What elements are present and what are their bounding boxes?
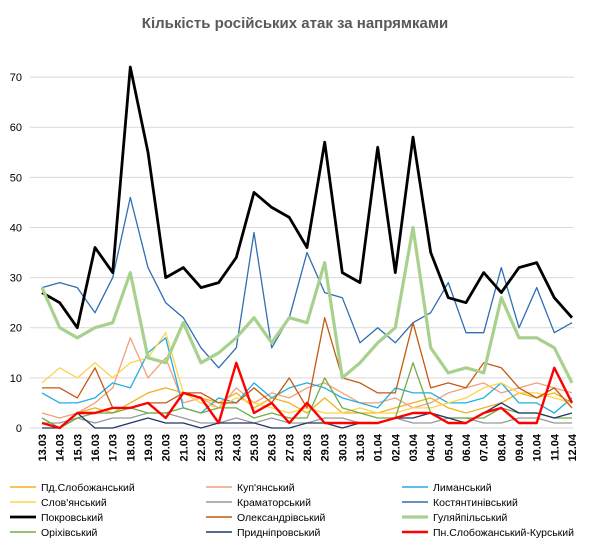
legend-item: Слов'янський [10,497,107,509]
x-tick-label: 21.03 [178,434,190,462]
legend: Пд.Слобожанський Куп'янський Лиманський Сло… [10,482,574,539]
series-line-7 [41,65,574,330]
x-tick-label: 06.04 [461,433,473,461]
legend-item: Олександрівський [206,512,326,524]
series-line-4 [41,332,573,414]
y-tick-label: 20 [10,323,22,335]
x-tick-label: 17.03 [108,434,120,462]
x-tick-label: 23.03 [214,434,226,462]
y-tick-label: 50 [10,172,22,184]
x-tick-label: 03.04 [408,433,420,461]
y-tick-label: 30 [10,273,22,285]
x-tick-label: 12.04 [567,433,579,461]
legend-label: Краматорський [237,497,311,509]
x-tick-label: 15.03 [72,434,84,462]
legend-item: Пн.Слобожанський-Курський [402,527,574,539]
legend-label: Покровський [41,512,103,524]
legend-label: Оріхівський [41,527,98,539]
x-tick-label: 31.03 [355,434,367,462]
legend-item: Оріхівський [10,527,98,539]
legend-label: Костянтинівський [433,497,518,509]
legend-label: Пд.Слобожанський [41,482,135,494]
x-tick-label: 11.04 [549,433,561,461]
x-tick-label: 13.03 [37,434,49,462]
gridlines [30,76,574,429]
x-tick-label: 10.04 [532,433,544,461]
y-tick-label: 60 [10,122,22,134]
y-tick-label: 70 [10,72,22,84]
x-tick-label: 28.03 [302,434,314,462]
x-tick-label: 30.03 [337,434,349,462]
legend-item: Придніпровський [206,527,321,539]
x-tick-label: 22.03 [196,434,208,462]
chart-title: Кількість російських атак за напрямками [142,15,448,32]
y-tick-label: 0 [16,423,22,435]
legend-item: Гуляйпільський [402,512,507,524]
x-tick-label: 16.03 [90,434,102,462]
x-tick-label: 05.04 [443,433,455,461]
legend-label: Слов'янський [41,497,107,509]
y-tick-label: 10 [10,373,22,385]
x-tick-label: 25.03 [249,434,261,462]
legend-label: Придніпровський [237,527,321,539]
x-tick-label: 29.03 [320,434,332,462]
series-lines [40,65,574,430]
series-line-1 [41,387,573,429]
legend-item: Куп'янський [206,482,295,494]
x-axis-ticks: 13.03 14.03 15.03 16.03 17.03 18.03 19.03 20.03… [37,433,579,461]
series-line-6 [41,196,573,369]
x-tick-label: 08.04 [496,433,508,461]
x-tick-label: 07.04 [479,433,491,461]
x-tick-label: 01.04 [373,433,385,461]
x-tick-label: 27.03 [284,434,296,462]
series-line-2 [41,337,573,419]
x-tick-label: 18.03 [125,434,137,462]
y-axis-ticks: 0 10 20 30 40 50 60 70 [10,72,22,435]
x-tick-label: 24.03 [231,434,243,462]
x-tick-label: 20.03 [161,434,173,462]
x-tick-label: 26.03 [267,434,279,462]
series-line-9 [40,225,574,384]
legend-item: Покровський [10,512,103,524]
series-line-12 [41,361,574,430]
legend-label: Гуляйпільський [433,512,507,524]
x-tick-label: 09.04 [514,433,526,461]
legend-item: Краматорський [206,497,311,509]
legend-label: Олександрівський [237,512,326,524]
y-tick-label: 40 [10,222,22,234]
legend-item: Пд.Слобожанський [10,482,135,494]
x-tick-label: 19.03 [143,434,155,462]
legend-label: Пн.Слобожанський-Курський [433,527,574,539]
legend-item: Лиманський [402,482,492,494]
legend-item: Костянтинівський [402,497,518,509]
legend-label: Куп'янський [237,482,295,494]
x-tick-label: 04.04 [426,433,438,461]
series-line-3 [41,337,573,414]
legend-label: Лиманський [433,482,492,494]
x-tick-label: 14.03 [55,434,67,462]
x-tick-label: 02.04 [390,433,402,461]
